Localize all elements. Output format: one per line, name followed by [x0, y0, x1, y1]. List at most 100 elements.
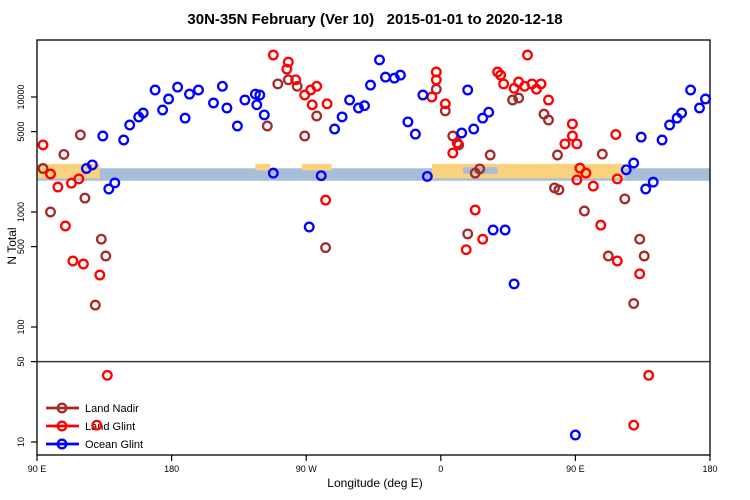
data-point	[640, 183, 652, 195]
data-point	[447, 147, 459, 159]
series-land-nadir	[37, 74, 650, 311]
data-point	[508, 278, 520, 290]
data-point	[353, 102, 364, 114]
data-point	[498, 78, 510, 90]
data-point	[685, 84, 697, 96]
x-tick-label: 90 W	[296, 464, 318, 474]
data-point	[86, 159, 98, 171]
data-point	[638, 250, 650, 262]
data-point	[74, 129, 86, 141]
data-point	[566, 130, 578, 142]
data-point	[95, 233, 107, 245]
data-point	[208, 97, 219, 109]
data-point	[559, 138, 571, 150]
data-point	[522, 49, 533, 61]
data-point	[52, 181, 64, 193]
data-point	[602, 250, 614, 262]
data-point	[118, 134, 130, 146]
data-point	[671, 112, 683, 124]
data-point	[409, 128, 421, 140]
data-point	[163, 93, 175, 105]
data-point	[267, 49, 279, 61]
data-point	[45, 206, 56, 218]
data-point	[101, 369, 113, 381]
data-point	[299, 130, 311, 142]
data-point	[291, 80, 303, 92]
data-point	[258, 109, 270, 121]
data-point	[596, 148, 608, 160]
legend-marker-icon	[56, 402, 68, 414]
data-point	[664, 119, 676, 131]
data-point	[365, 79, 376, 91]
legend-entry: Land Nadir	[46, 402, 139, 415]
data-point	[611, 255, 623, 267]
data-point	[700, 93, 711, 105]
data-point	[462, 228, 474, 240]
data-point	[611, 173, 623, 185]
data-point	[628, 419, 640, 431]
data-point	[571, 138, 583, 150]
data-point	[79, 192, 91, 204]
data-point	[216, 80, 228, 92]
data-point	[469, 204, 481, 216]
legend-marker-icon	[56, 420, 68, 432]
data-point	[402, 116, 414, 128]
data-point	[543, 114, 554, 126]
data-point	[634, 268, 646, 280]
chart-title: 30N-35N February (Ver 10) 2015-01-01 to …	[187, 11, 563, 28]
data-point	[439, 105, 451, 117]
data-point	[484, 149, 496, 161]
data-point	[282, 74, 294, 86]
data-point	[103, 183, 115, 195]
data-point	[468, 123, 480, 135]
data-point	[321, 98, 333, 110]
data-point	[380, 71, 391, 83]
data-point	[45, 168, 56, 180]
data-point	[374, 54, 385, 66]
data-point	[477, 233, 489, 245]
data-point	[336, 111, 348, 123]
data-point	[513, 92, 525, 104]
data-point	[635, 131, 647, 143]
ocean-band-notch	[463, 167, 498, 174]
data-point	[281, 63, 293, 75]
series-land-glint	[37, 49, 655, 431]
data-point	[254, 89, 266, 101]
data-point	[595, 219, 607, 231]
data-point	[634, 233, 646, 245]
data-point	[656, 134, 668, 146]
plot-border	[36, 39, 711, 456]
data-point	[566, 118, 578, 130]
data-point	[251, 99, 263, 111]
data-point	[619, 193, 631, 205]
legend-label: Ocean Glint	[85, 439, 143, 451]
data-point	[282, 56, 294, 68]
data-point	[149, 84, 161, 96]
data-point	[320, 194, 332, 206]
data-point	[552, 149, 563, 161]
land-band-segment	[255, 163, 271, 171]
data-point	[290, 74, 302, 86]
data-point	[261, 120, 273, 132]
data-point	[184, 88, 195, 100]
data-point	[221, 102, 233, 114]
data-point	[543, 94, 554, 106]
y-tick-label: 50	[16, 357, 26, 367]
data-point	[59, 220, 71, 232]
data-point	[499, 224, 511, 236]
data-point	[421, 170, 433, 182]
data-point	[628, 157, 640, 169]
data-point	[359, 100, 370, 112]
data-point	[694, 102, 705, 114]
data-point	[553, 184, 565, 196]
land-band-segment	[301, 163, 332, 171]
data-point	[91, 419, 103, 431]
data-point	[306, 99, 318, 111]
data-point	[344, 94, 356, 106]
data-point	[239, 94, 251, 106]
data-point	[587, 180, 599, 192]
legend-entry: Land Glint	[46, 420, 135, 433]
data-point	[172, 81, 184, 93]
y-tick-label: 10000	[16, 84, 26, 109]
land-band-segment	[431, 163, 625, 179]
